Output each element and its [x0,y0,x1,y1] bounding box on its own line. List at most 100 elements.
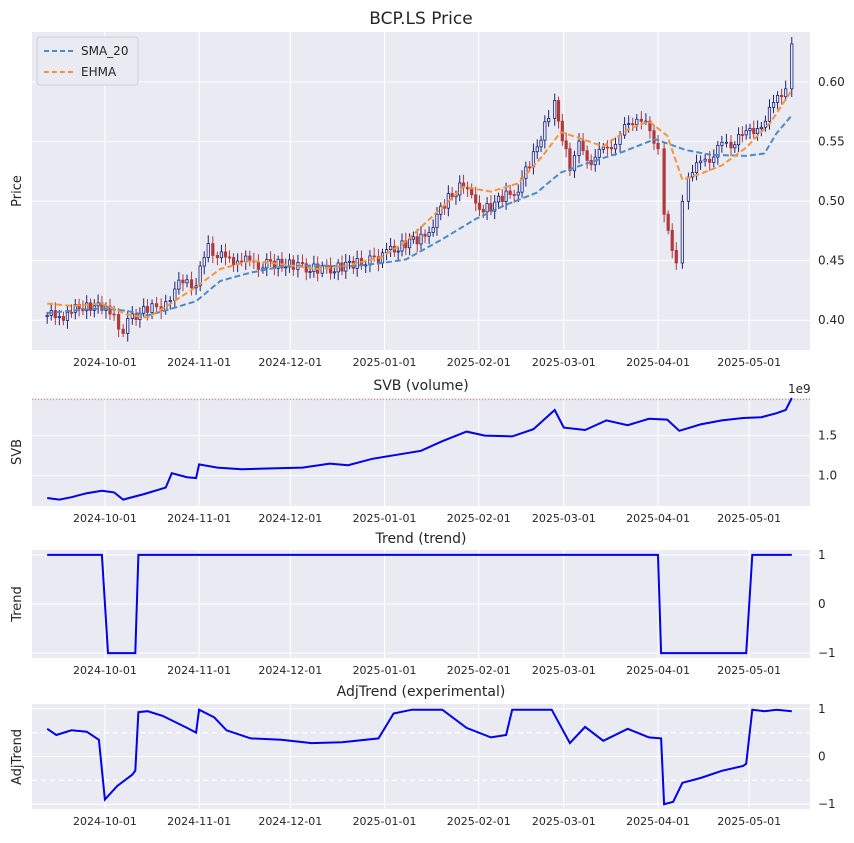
price-ylabel: Price [10,175,25,207]
candle-body [547,117,551,123]
candle-body [300,262,305,265]
candle-body [198,265,202,287]
x-tick-label: 2024-10-01 [73,815,137,828]
x-tick-label: 2024-10-01 [73,664,137,677]
candle-body [435,213,439,229]
candle-body [652,130,656,144]
price-lines [47,89,793,319]
trend-series-line [47,553,792,655]
y-tick-label: 1 [818,548,826,562]
candle-body [291,259,295,270]
adjtrend-xticks: 2024-10-01 2024-11-01 2024-12-01 2025-01-01… [73,815,781,828]
candle-body [227,256,232,259]
x-tick-label: 2025-05-01 [717,356,781,369]
x-tick-label: 2025-04-01 [626,664,690,677]
candle-body [202,257,206,267]
candle-body [662,148,666,215]
candle-body [130,313,134,319]
candle-body [88,302,93,311]
y-tick-label: −1 [818,646,836,660]
candle-body [177,279,181,290]
candle-body [539,139,543,148]
candle-body [256,261,261,270]
candle-body [211,243,215,256]
trend-lines [47,553,792,655]
candle-body [577,140,581,157]
candle-body [181,279,185,284]
svb-yticks: 1.0 1.5 [818,429,837,483]
candle-body [121,328,125,334]
candle-body [694,162,699,173]
candle-body [215,255,219,259]
svb-offset-text: 1e9 [788,382,811,396]
x-tick-label: 2025-04-01 [626,815,690,828]
candle-body [759,126,763,129]
candle-body [703,158,707,162]
candle-body [500,195,504,202]
candle-body [117,313,121,330]
candle-body [560,120,564,142]
candle-body [585,150,589,161]
candle-body [126,318,130,334]
y-tick-label: 0 [818,597,826,611]
candle-body [194,285,198,289]
candle-body [609,147,614,150]
candle-body [724,141,729,144]
candle-body [73,304,77,313]
price-axes-bg [32,32,810,350]
svb-lines [47,397,793,501]
x-tick-label: 2024-11-01 [167,512,231,525]
adjtrend-reference-lines [32,732,810,781]
y-tick-label: 0.40 [818,313,845,327]
y-tick-label: 0.45 [818,254,845,268]
svb-xticks: 2024-10-01 2024-11-01 2024-12-01 2025-01-01… [73,512,781,525]
adjtrend-yticks: −1 0 1 [818,702,836,811]
candle-body [720,141,724,146]
candle-body [427,232,431,237]
candle-body [61,316,66,321]
candle-body [708,158,712,163]
candle-body [729,141,733,149]
candle-body [763,120,768,128]
candle-body [528,166,532,169]
candle-body [284,266,288,269]
candle-body [265,259,269,269]
x-tick-label: 2024-12-01 [258,512,322,525]
y-tick-label: 0.60 [818,75,845,89]
candle-body [680,200,684,264]
candle-body [613,143,618,150]
adjtrend-ylabel: AdjTrend [10,729,25,785]
candle-body [347,260,352,263]
candle-body [45,315,49,317]
legend-ehma-label: EHMA [81,65,117,79]
candle-body [516,191,520,196]
x-tick-label: 2024-12-01 [258,356,322,369]
price-xticks: 2024-10-01 2024-11-01 2024-12-01 2025-01-01… [73,356,781,369]
candle-body [431,227,435,233]
x-tick-label: 2024-11-01 [167,815,231,828]
x-tick-label: 2025-02-01 [447,815,511,828]
x-tick-label: 2025-05-01 [717,512,781,525]
legend: SMA_20 EHMA [36,36,139,86]
candle-body [185,279,189,284]
svb-axes-bg [32,398,810,506]
x-tick-label: 2025-01-01 [353,664,417,677]
candle-body [65,311,70,321]
candle-body [568,148,572,172]
x-tick-label: 2024-11-01 [167,356,231,369]
y-tick-label: 0.50 [818,194,845,208]
candle-body [597,148,601,158]
candle-body [206,243,210,258]
y-tick-label: 0.55 [818,135,845,149]
adjtrend-title: AdjTrend (experimental) [337,684,506,700]
svb-series-line [47,397,793,501]
candle-body [400,240,404,252]
y-tick-label: −1 [818,797,836,811]
price-title: BCP.LS Price [369,9,472,29]
price-yticks: 0.40 0.45 0.50 0.55 0.60 [818,75,845,327]
candle-body [686,176,691,202]
candle-body [670,229,674,251]
svb-title: SVB (volume) [373,378,468,394]
x-tick-label: 2025-04-01 [626,356,690,369]
